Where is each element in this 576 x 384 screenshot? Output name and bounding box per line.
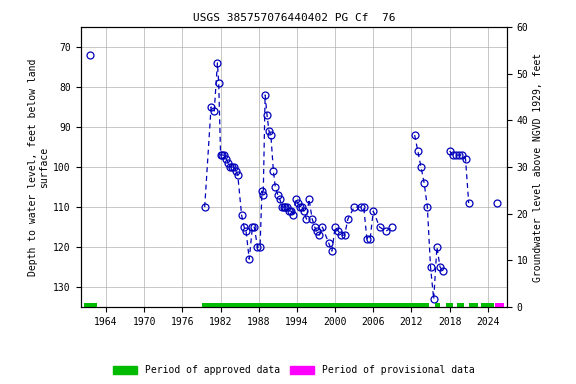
Y-axis label: Groundwater level above NGVD 1929, feet: Groundwater level above NGVD 1929, feet xyxy=(533,53,543,281)
Legend: Period of approved data, Period of provisional data: Period of approved data, Period of provi… xyxy=(110,362,478,378)
Bar xyxy=(84,303,97,308)
Bar xyxy=(457,303,464,308)
Bar xyxy=(202,303,429,308)
Title: USGS 385757076440402 PG Cf  76: USGS 385757076440402 PG Cf 76 xyxy=(192,13,395,23)
Bar xyxy=(446,303,453,308)
Y-axis label: Depth to water level, feet below land
surface: Depth to water level, feet below land su… xyxy=(28,58,49,276)
Bar xyxy=(482,303,494,308)
Bar xyxy=(469,303,478,308)
Bar xyxy=(435,303,440,308)
Bar xyxy=(495,303,503,308)
